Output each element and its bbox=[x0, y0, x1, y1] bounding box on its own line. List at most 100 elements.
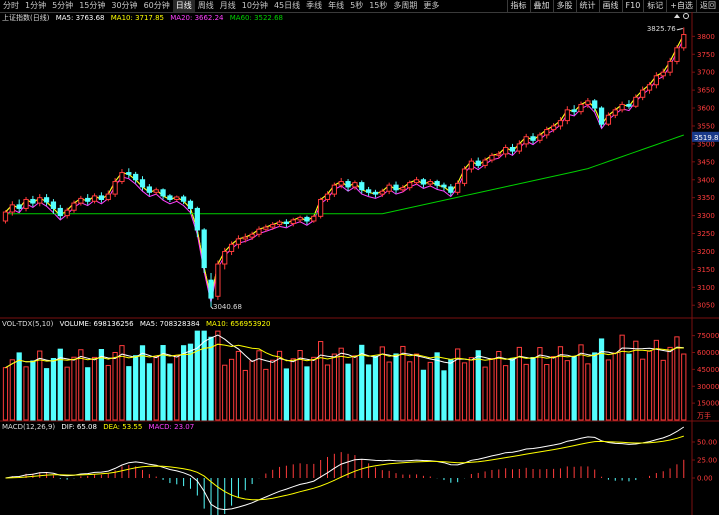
volume-bar bbox=[9, 359, 15, 421]
volume-bar bbox=[564, 360, 570, 421]
candle-body bbox=[242, 236, 248, 240]
volume-bar bbox=[37, 350, 43, 421]
toolbar-button-8[interactable]: 返回 bbox=[696, 0, 719, 12]
toolbar-button-4[interactable]: 画线 bbox=[598, 0, 622, 12]
candle-body bbox=[434, 181, 440, 186]
candle-body bbox=[174, 196, 180, 200]
period-tab-10[interactable]: 45日线 bbox=[273, 1, 301, 10]
candle-body bbox=[413, 179, 420, 184]
candle-body bbox=[290, 219, 296, 224]
volume-bar bbox=[311, 356, 317, 421]
candle-body bbox=[270, 224, 276, 228]
volume-bar bbox=[619, 334, 625, 421]
macd-legend: MACD(12,26,9) DIF: 65.08 DEA: 53.55 MACD… bbox=[2, 423, 198, 431]
period-tab-12[interactable]: 年线 bbox=[328, 1, 345, 10]
candle-body bbox=[523, 136, 529, 145]
candle-body bbox=[78, 197, 84, 204]
volume-bar bbox=[503, 365, 509, 421]
volume-bar bbox=[468, 357, 475, 421]
candle-body bbox=[119, 172, 125, 183]
volume-bar bbox=[235, 350, 242, 421]
volume-bar bbox=[420, 369, 427, 421]
period-tab-14[interactable]: 15秒 bbox=[369, 1, 388, 10]
candle-body bbox=[585, 100, 591, 105]
candle-body bbox=[475, 160, 481, 166]
candle-body bbox=[386, 184, 392, 192]
vol-title: VOL-TDX(5,10) bbox=[2, 320, 54, 328]
period-tab-9[interactable]: 10分钟 bbox=[241, 1, 268, 10]
volume-bar bbox=[516, 346, 522, 421]
volume-bar bbox=[592, 352, 598, 421]
candle-body bbox=[427, 181, 433, 185]
price-axis-label: 3250 bbox=[697, 230, 715, 238]
toolbar-button-1[interactable]: 叠加 bbox=[529, 0, 553, 12]
period-tab-8[interactable]: 月线 bbox=[219, 1, 236, 10]
volume-bar bbox=[153, 355, 159, 421]
candle-body bbox=[578, 103, 584, 113]
period-tab-15[interactable]: 多周期 bbox=[393, 1, 418, 10]
candle-body bbox=[461, 168, 468, 184]
candle-body bbox=[496, 153, 502, 156]
period-tab-7[interactable]: 周线 bbox=[197, 1, 214, 10]
toolbar-button-0[interactable]: 指标 bbox=[506, 0, 530, 12]
volume-bar bbox=[359, 344, 365, 421]
period-tab-2[interactable]: 5分钟 bbox=[52, 1, 74, 10]
period-tab-16[interactable]: 更多 bbox=[423, 1, 440, 10]
candle-body bbox=[146, 186, 152, 193]
candle-body bbox=[660, 71, 666, 77]
candle-body bbox=[674, 47, 680, 62]
dea-value: DEA: 53.55 bbox=[103, 423, 143, 431]
volume-bar bbox=[633, 340, 639, 421]
period-tab-6[interactable]: 日线 bbox=[172, 0, 195, 12]
price-axis-label: 3350 bbox=[697, 194, 715, 202]
candle-body bbox=[503, 146, 509, 155]
vol-axis-label: 30000 bbox=[697, 383, 719, 391]
period-tab-0[interactable]: 分时 bbox=[3, 1, 19, 10]
vol-axis-label: 75000 bbox=[697, 332, 719, 340]
candle-body bbox=[646, 84, 653, 91]
candle-body bbox=[50, 201, 57, 209]
volume-bar bbox=[318, 341, 324, 421]
candle-body bbox=[509, 146, 516, 152]
period-tab-13[interactable]: 5秒 bbox=[350, 1, 364, 10]
volume-bar bbox=[180, 345, 187, 421]
volume-bar bbox=[139, 345, 146, 421]
volume-bar bbox=[345, 363, 351, 421]
toolbar-button-5[interactable]: F10 bbox=[621, 0, 644, 12]
candle-body bbox=[640, 89, 646, 98]
toolbar-button-3[interactable]: 统计 bbox=[575, 0, 599, 12]
period-tab-1[interactable]: 1分钟 bbox=[25, 1, 47, 10]
candle-body bbox=[160, 189, 166, 197]
volume-bar bbox=[91, 356, 98, 421]
volume-bar bbox=[482, 366, 488, 421]
volume-bar bbox=[448, 359, 454, 421]
candle-body bbox=[400, 187, 406, 191]
period-tab-11[interactable]: 季线 bbox=[306, 1, 323, 10]
volume-bar bbox=[372, 355, 379, 421]
toolbar-button-7[interactable]: +自选 bbox=[666, 0, 696, 12]
period-tab-3[interactable]: 15分钟 bbox=[79, 1, 106, 10]
current-price-box bbox=[692, 131, 719, 142]
candle-body bbox=[311, 215, 317, 222]
high-pointer bbox=[676, 27, 683, 31]
volume-bar bbox=[270, 359, 276, 421]
volume-bar bbox=[400, 345, 406, 421]
volume-bar bbox=[523, 363, 529, 421]
volume-bar bbox=[585, 363, 591, 421]
candle-body bbox=[318, 198, 324, 217]
volume-bar bbox=[393, 353, 399, 421]
toolbar-button-2[interactable]: 多股 bbox=[552, 0, 576, 12]
macd-axis-label: 25.00 bbox=[697, 457, 717, 465]
toolbar-button-6[interactable]: 标记 bbox=[643, 0, 666, 12]
period-tab-4[interactable]: 30分钟 bbox=[111, 1, 138, 10]
candle-body bbox=[420, 179, 427, 185]
candle-body bbox=[598, 107, 605, 125]
volume-bar bbox=[544, 364, 550, 421]
candle-body bbox=[85, 197, 91, 202]
price-axis-label: 3700 bbox=[697, 69, 715, 77]
macd-axis-label: 0.00 bbox=[697, 475, 713, 483]
period-tab-5[interactable]: 60分钟 bbox=[143, 1, 170, 10]
candle-body bbox=[345, 181, 351, 188]
candle-body bbox=[557, 120, 564, 127]
